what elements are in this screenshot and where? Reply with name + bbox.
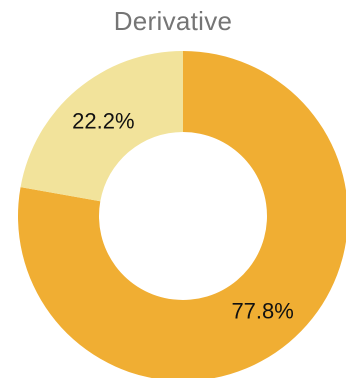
slice-label-0: 77.8% xyxy=(231,299,293,324)
donut-slice-0 xyxy=(18,51,346,378)
labels-group: 77.8% 22.2% xyxy=(72,108,294,323)
slices-group xyxy=(18,51,346,378)
donut-slice-1 xyxy=(20,51,183,202)
chart-title: Derivative xyxy=(113,6,233,36)
slice-label-1: 22.2% xyxy=(72,108,134,133)
